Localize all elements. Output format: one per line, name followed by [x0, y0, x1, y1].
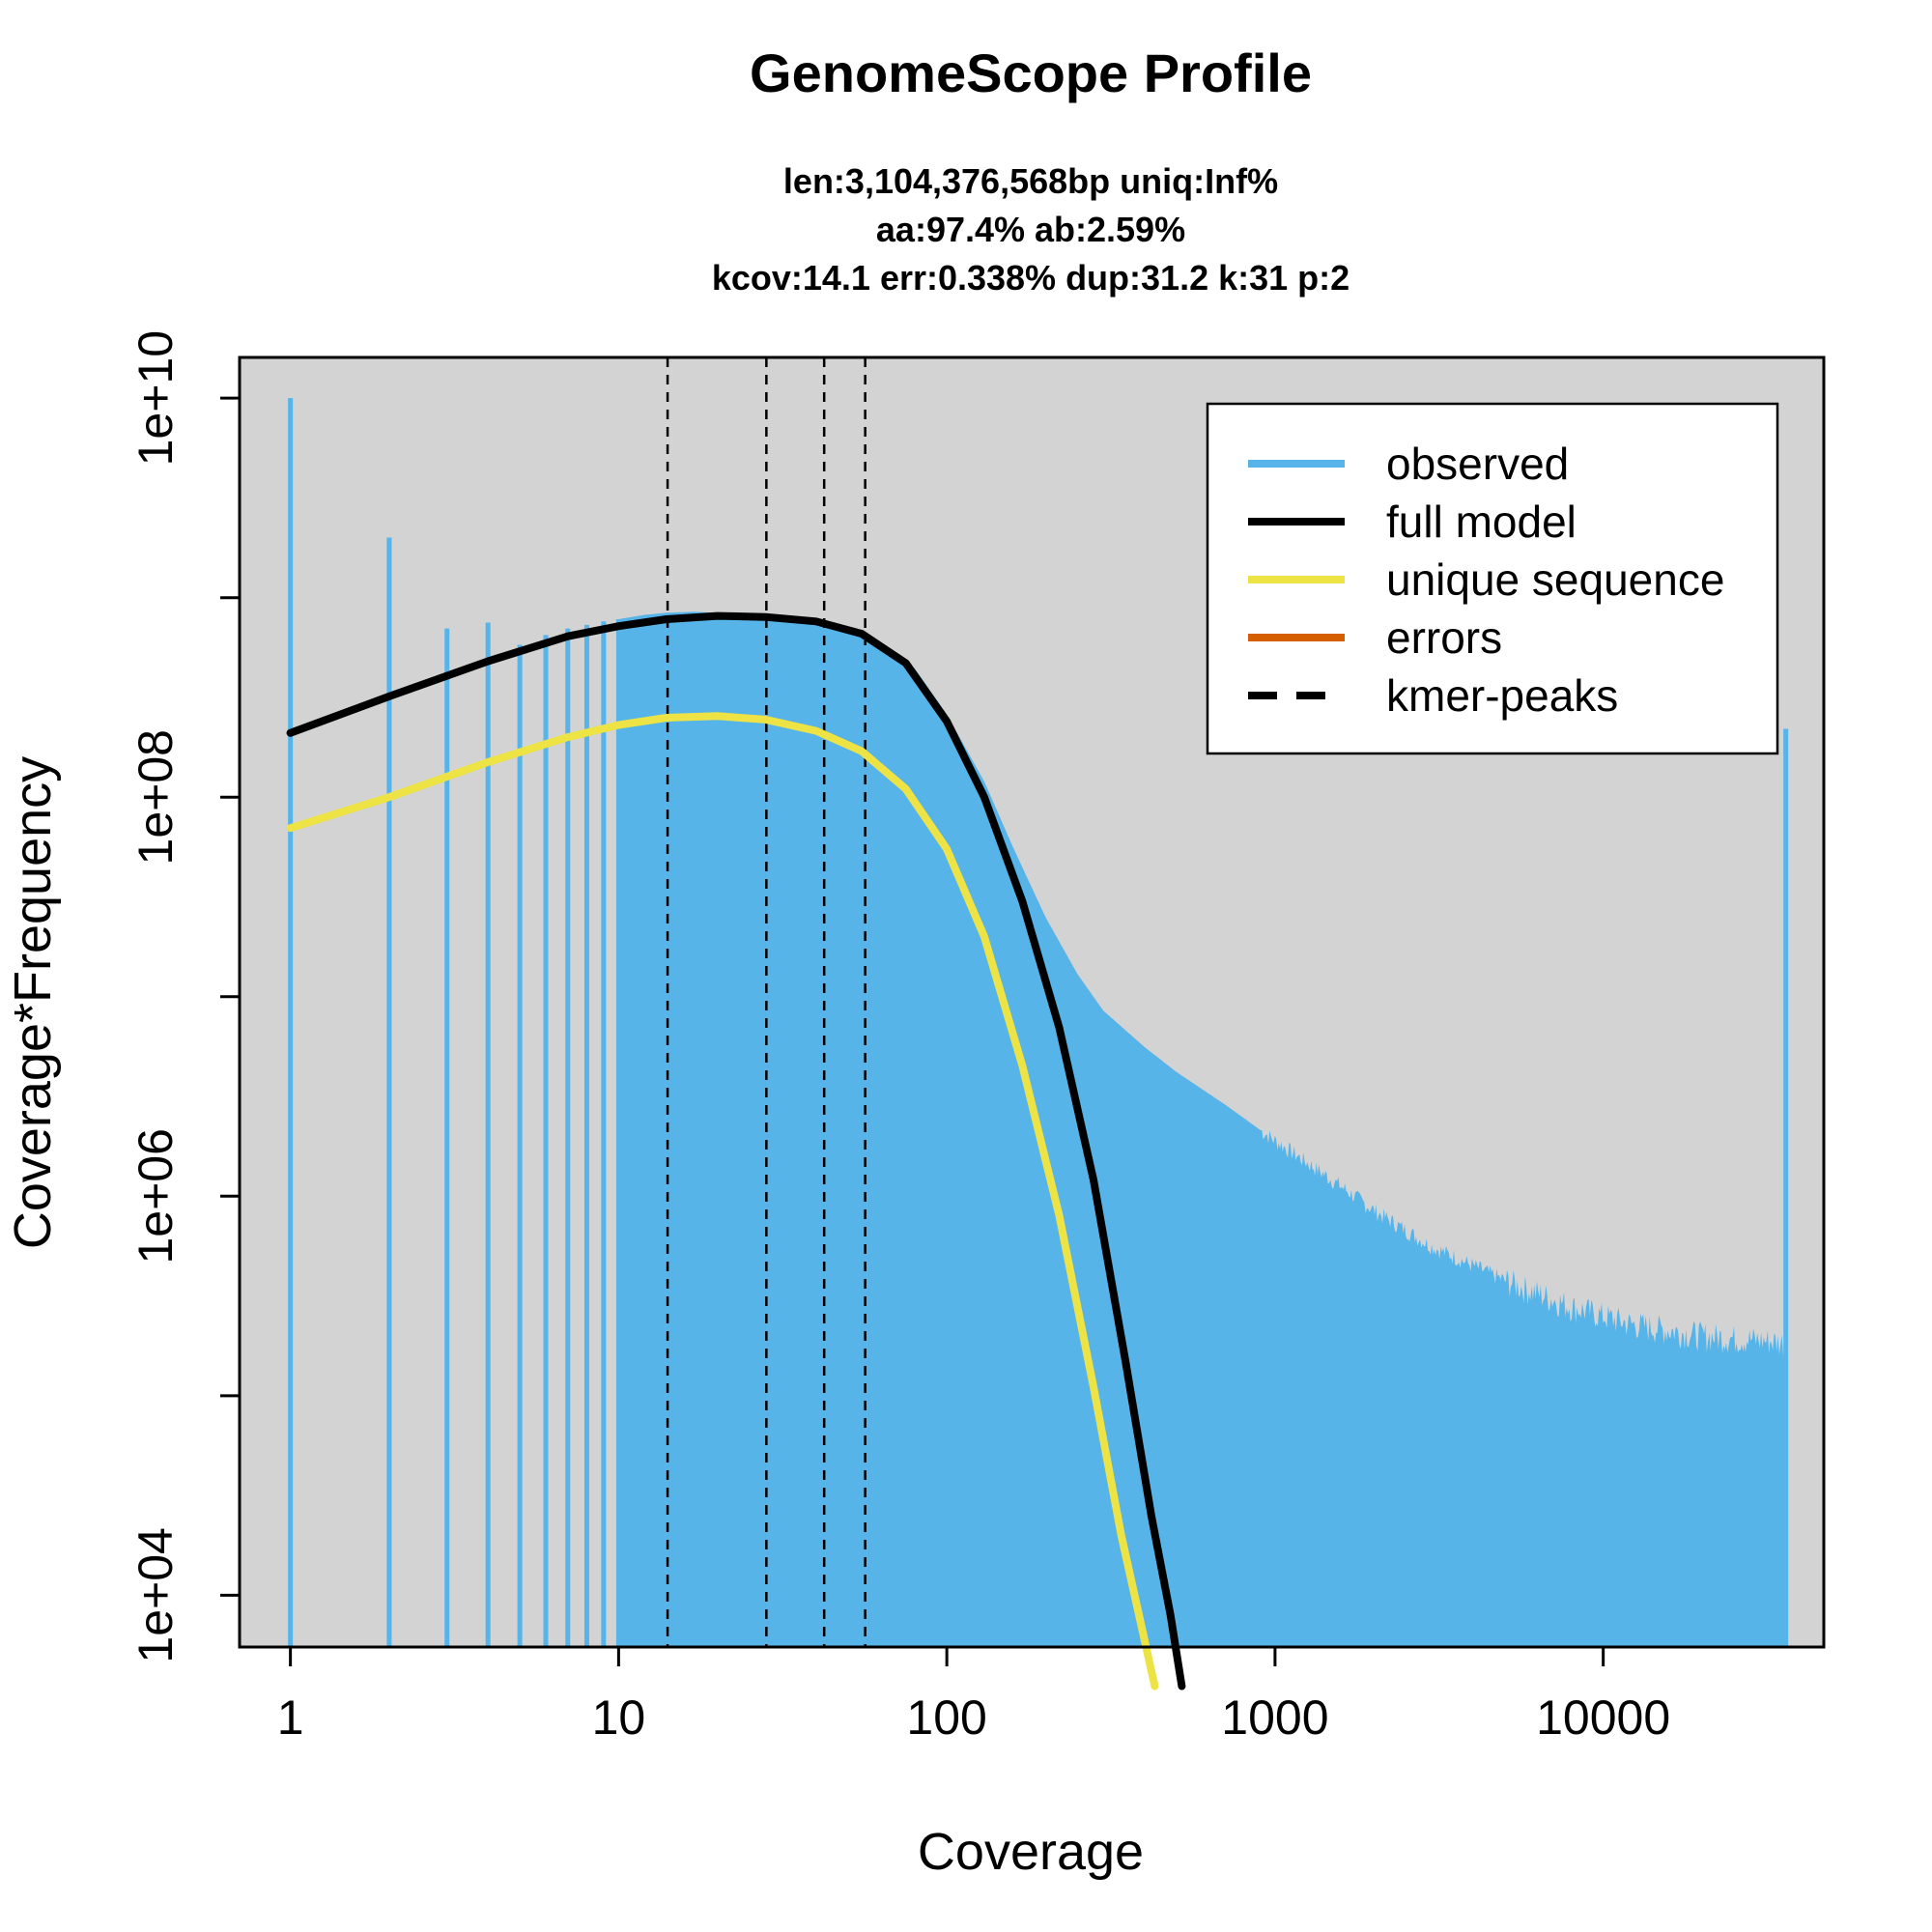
y-axis: 1e+04 1e+06 1e+08 1e+10: [128, 330, 240, 1663]
legend-label-0: observed: [1386, 439, 1569, 489]
x-tick-label-3: 1000: [1221, 1690, 1328, 1745]
legend-label-3: errors: [1386, 612, 1502, 663]
kmer-peaks: [666, 357, 867, 1647]
observed-area: [618, 611, 1786, 1647]
legend: observed full model unique sequence errors k…: [1206, 402, 1779, 755]
y-axis-label: Coverage*Frequency: [4, 756, 62, 1249]
chart-title: GenomeScope Profile: [750, 43, 1312, 103]
series-line-unique-sequence: [286, 712, 1159, 1690]
subtitle-line-3: kcov:14.1 err:0.338% dup:31.2 k:31 p:2: [712, 258, 1350, 298]
x-tick-label-2: 100: [906, 1690, 986, 1745]
observed-series: [288, 398, 1789, 1647]
y-tick-label-6: 1e+10: [128, 330, 183, 466]
legend-label-2: unique sequence: [1386, 554, 1724, 605]
subtitle-line-1: len:3,104,376,568bp uniq:Inf%: [783, 161, 1278, 201]
x-tick-label-1: 10: [592, 1690, 646, 1745]
y-tick-label-0: 1e+04: [128, 1527, 183, 1662]
x-tick-label-4: 10000: [1536, 1690, 1670, 1745]
series-line-full-model: [286, 611, 1186, 1690]
model-series: [286, 611, 1186, 1690]
x-tick-label-0: 1: [277, 1690, 304, 1745]
legend-label-4: kmer-peaks: [1386, 670, 1618, 721]
plot-frame: [238, 355, 1826, 1649]
y-tick-label-4: 1e+08: [128, 729, 183, 865]
legend-label-1: full model: [1386, 497, 1577, 547]
subtitle-line-2: aa:97.4% ab:2.59%: [876, 210, 1185, 249]
x-axis-label: Coverage: [918, 1823, 1144, 1881]
x-axis: 1 10 100 1000 10000: [277, 1647, 1670, 1745]
y-tick-label-2: 1e+06: [128, 1128, 183, 1264]
